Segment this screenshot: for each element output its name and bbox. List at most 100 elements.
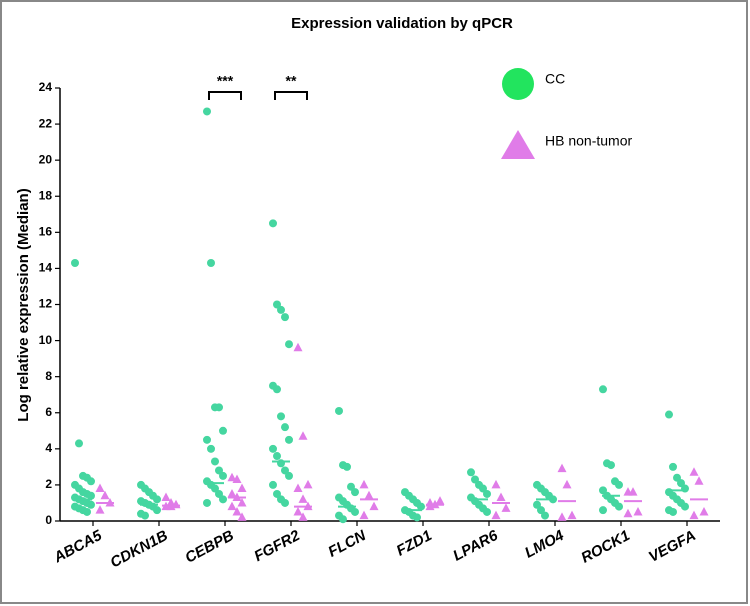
data-point <box>232 506 242 516</box>
data-point <box>285 340 293 349</box>
data-point <box>369 501 379 511</box>
data-point <box>483 489 491 498</box>
y-tick-label: 4 <box>45 441 52 455</box>
data-point <box>281 313 289 322</box>
legend-label: CC <box>545 71 565 87</box>
legend-marker <box>501 130 535 159</box>
data-point <box>161 492 171 502</box>
chart-title: Expression validation by qPCR <box>291 15 513 32</box>
legend-marker <box>502 68 534 100</box>
data-point <box>557 512 567 521</box>
data-point <box>343 462 351 471</box>
y-axis-label: Log relative expression (Median) <box>15 188 32 421</box>
data-point <box>269 444 277 453</box>
data-point <box>207 444 215 453</box>
data-point <box>273 385 281 394</box>
y-tick-label: 12 <box>39 297 53 311</box>
data-point <box>215 403 223 412</box>
data-point <box>633 506 643 516</box>
data-point <box>237 483 247 493</box>
data-point <box>87 500 95 509</box>
y-tick-label: 14 <box>39 261 53 275</box>
data-point <box>417 502 425 511</box>
data-point <box>359 510 369 520</box>
data-point <box>681 502 689 511</box>
data-point <box>628 487 638 496</box>
data-point <box>75 439 83 448</box>
data-point <box>623 508 633 518</box>
significance-label: *** <box>217 73 234 89</box>
data-point <box>435 496 445 505</box>
data-point <box>203 435 211 444</box>
y-tick-label: 2 <box>45 477 52 491</box>
data-point <box>351 488 359 497</box>
data-point <box>237 497 247 507</box>
data-point <box>615 480 623 489</box>
y-tick-label: 20 <box>39 152 53 166</box>
data-point <box>669 507 677 516</box>
data-point <box>491 479 501 489</box>
data-point <box>689 510 699 520</box>
data-point <box>567 510 577 520</box>
data-point <box>285 435 293 444</box>
data-point <box>87 477 95 486</box>
significance-bracket <box>208 91 242 100</box>
data-point <box>293 483 303 493</box>
data-point <box>207 259 215 268</box>
data-point <box>232 474 242 484</box>
data-point <box>496 492 506 502</box>
data-point <box>689 467 699 476</box>
data-point <box>298 512 308 521</box>
data-point <box>281 498 289 507</box>
data-point <box>491 510 501 520</box>
y-tick-label: 16 <box>39 225 53 239</box>
data-point <box>599 506 607 515</box>
data-point <box>483 507 491 516</box>
data-point <box>83 507 91 516</box>
data-point <box>71 259 79 268</box>
data-point <box>467 468 475 477</box>
data-point <box>293 342 303 352</box>
data-point <box>615 502 623 511</box>
data-point <box>211 457 219 466</box>
data-point <box>219 495 227 504</box>
data-point <box>100 490 110 500</box>
data-point <box>425 501 435 511</box>
data-point <box>607 461 615 470</box>
data-point <box>203 107 211 116</box>
y-tick-label: 10 <box>39 333 53 347</box>
data-point <box>153 506 161 515</box>
data-point <box>95 505 105 514</box>
y-tick-label: 22 <box>39 116 53 130</box>
data-point <box>293 506 303 516</box>
data-point <box>298 431 308 440</box>
data-point <box>227 501 237 511</box>
data-point <box>351 507 359 516</box>
data-point <box>141 511 149 520</box>
data-point <box>665 410 673 419</box>
data-point <box>413 513 421 522</box>
data-point <box>335 406 343 415</box>
data-point <box>87 491 95 500</box>
data-point <box>269 219 277 228</box>
data-point <box>694 476 704 485</box>
data-point <box>557 463 567 473</box>
significance-bracket <box>274 91 308 100</box>
data-point <box>277 412 285 421</box>
data-point <box>599 385 607 394</box>
data-point <box>219 426 227 435</box>
data-point <box>303 479 313 489</box>
data-point <box>219 471 227 480</box>
data-point <box>277 305 285 314</box>
data-point <box>285 471 293 480</box>
data-point <box>227 472 237 482</box>
legend-label: HB non-tumor <box>545 133 632 149</box>
data-point <box>699 506 709 516</box>
data-point <box>273 452 281 461</box>
data-point <box>359 479 369 489</box>
data-point <box>339 515 347 524</box>
data-point <box>298 494 308 503</box>
significance-label: ** <box>286 73 297 89</box>
y-tick-label: 24 <box>39 80 53 94</box>
